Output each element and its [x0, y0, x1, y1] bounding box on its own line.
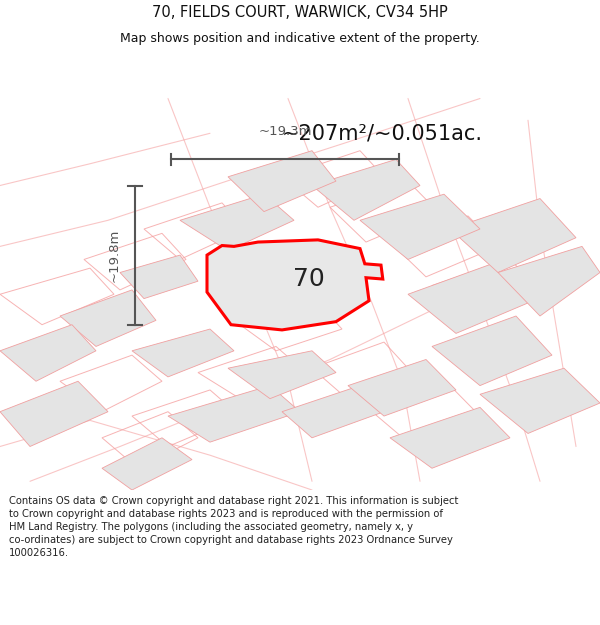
- Polygon shape: [0, 325, 96, 381]
- Polygon shape: [180, 194, 294, 251]
- Polygon shape: [390, 408, 510, 468]
- Polygon shape: [168, 386, 300, 442]
- Polygon shape: [360, 194, 480, 259]
- Text: 70, FIELDS COURT, WARWICK, CV34 5HP: 70, FIELDS COURT, WARWICK, CV34 5HP: [152, 4, 448, 19]
- Text: Contains OS data © Crown copyright and database right 2021. This information is : Contains OS data © Crown copyright and d…: [9, 496, 458, 559]
- Polygon shape: [228, 151, 336, 212]
- Polygon shape: [228, 351, 336, 399]
- Polygon shape: [450, 199, 576, 272]
- Polygon shape: [132, 329, 234, 377]
- Polygon shape: [348, 359, 456, 416]
- Text: 70: 70: [293, 267, 325, 291]
- Polygon shape: [312, 159, 420, 220]
- Text: Map shows position and indicative extent of the property.: Map shows position and indicative extent…: [120, 32, 480, 45]
- Text: ~207m²/~0.051ac.: ~207m²/~0.051ac.: [282, 123, 483, 143]
- Polygon shape: [207, 240, 383, 330]
- Polygon shape: [102, 438, 192, 490]
- Polygon shape: [408, 264, 528, 333]
- Polygon shape: [480, 368, 600, 434]
- Polygon shape: [60, 290, 156, 346]
- Polygon shape: [432, 316, 552, 386]
- Polygon shape: [282, 386, 384, 438]
- Polygon shape: [120, 255, 198, 299]
- Polygon shape: [0, 381, 108, 446]
- Text: ~19.8m: ~19.8m: [107, 228, 121, 282]
- Text: ~19.3m: ~19.3m: [258, 124, 312, 138]
- Polygon shape: [498, 246, 600, 316]
